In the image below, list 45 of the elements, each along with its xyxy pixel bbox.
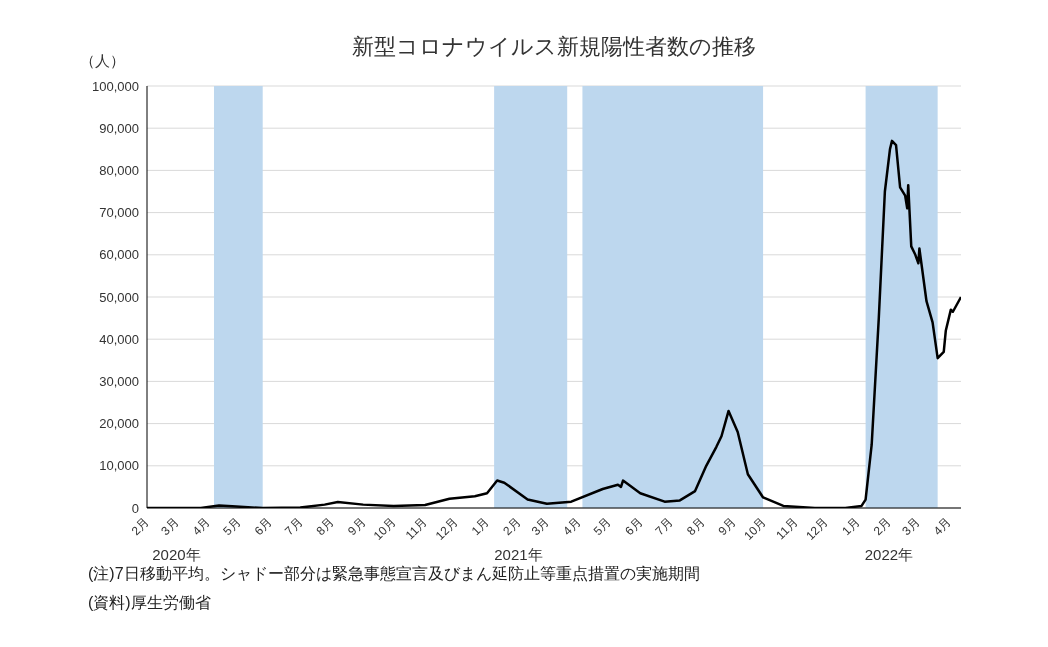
x-tick-label: 3月	[899, 515, 923, 539]
chart-title: 新型コロナウイルス新規陽性者数の推移	[351, 33, 757, 61]
y-tick-label: 50,000	[99, 289, 139, 305]
y-tick-label: 90,000	[99, 120, 139, 136]
y-tick-label: 60,000	[99, 247, 139, 263]
x-tick-label: 10月	[741, 515, 770, 543]
x-tick-label: 6月	[622, 515, 646, 539]
x-tick-label: 8月	[313, 515, 337, 539]
y-tick-label: 70,000	[99, 205, 139, 221]
x-tick-label: 1月	[839, 515, 863, 539]
x-tick-label: 2月	[870, 515, 894, 539]
y-tick-label: 10,000	[99, 458, 139, 474]
x-tick-label: 9月	[715, 515, 739, 539]
x-tick-label: 1月	[468, 515, 492, 539]
x-tick-label: 7月	[282, 515, 306, 539]
text: 2021年	[493, 546, 544, 565]
x-tick-label: 7月	[652, 515, 676, 539]
x-tick-label: 11月	[773, 515, 801, 543]
x-tick-label: 9月	[345, 515, 369, 539]
x-tick-label: 10月	[370, 515, 399, 543]
x-tick-label: 11月	[402, 515, 431, 543]
x-tick-label: 2月	[128, 515, 152, 539]
text: (資料)厚生労働省	[88, 593, 212, 613]
y-axis-title: （人）	[80, 52, 125, 71]
x-tick-label: 3月	[158, 515, 182, 539]
y-tick-label: 30,000	[99, 374, 139, 390]
x-tick-label: 4月	[189, 515, 213, 539]
y-tick-label: 20,000	[99, 416, 139, 432]
x-tick-label: 2月	[500, 515, 524, 539]
text: (注)7日移動平均。シャドー部分は緊急事態宣言及びまん延防止等重点措置の実施期間	[88, 564, 700, 584]
x-tick-label: 12月	[432, 515, 461, 543]
x-tick-label: 6月	[251, 515, 275, 539]
x-tick-label: 5月	[590, 515, 614, 539]
x-tick-label: 5月	[220, 515, 244, 539]
x-tick-label: 3月	[528, 515, 552, 539]
y-tick-label: 80,000	[99, 163, 139, 179]
x-tick-label: 12月	[803, 515, 831, 543]
text: 2022年	[863, 546, 915, 565]
y-tick-label: 40,000	[99, 331, 139, 347]
x-tick-label: 8月	[684, 515, 708, 539]
y-tick-label: 0	[131, 500, 139, 516]
text: 2020年	[151, 546, 202, 565]
y-tick-label: 100,000	[92, 78, 139, 94]
x-tick-label: 4月	[930, 515, 954, 539]
x-tick-label: 4月	[560, 515, 584, 539]
